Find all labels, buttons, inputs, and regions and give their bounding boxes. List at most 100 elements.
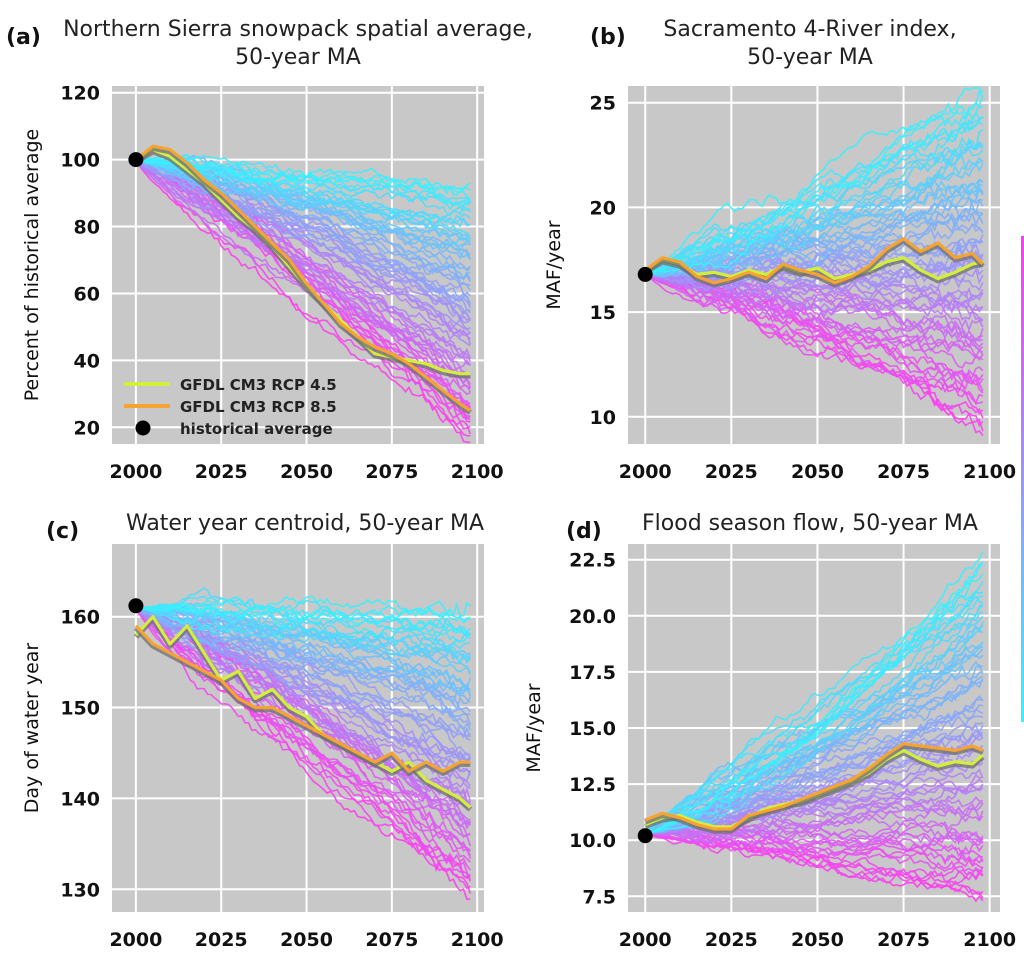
ensemble-line bbox=[645, 129, 984, 276]
x-tick-label: 2050 bbox=[280, 929, 333, 951]
rcp85-line bbox=[134, 144, 472, 412]
historical-point bbox=[637, 266, 653, 282]
ensemble-line bbox=[135, 159, 471, 287]
y-tick-label: 60 bbox=[74, 283, 100, 305]
ensemble-line bbox=[135, 595, 471, 639]
panel-letter: (d) bbox=[566, 519, 602, 544]
ensemble-line bbox=[645, 698, 983, 835]
y-tick-label: 40 bbox=[74, 350, 100, 372]
ensemble-line bbox=[645, 551, 984, 835]
ensemble-line bbox=[135, 158, 471, 193]
historical-point bbox=[637, 828, 653, 844]
legend: GFDL CM3 RCP 4.5 GFDL CM3 RCP 8.5 historic… bbox=[124, 376, 337, 438]
y-tick-label: 140 bbox=[60, 788, 100, 810]
ensemble-line bbox=[645, 86, 984, 276]
y-axis-label: Percent of historical average bbox=[21, 129, 43, 401]
x-tick-label: 2100 bbox=[963, 929, 1016, 951]
ensemble-line bbox=[135, 158, 471, 230]
ensemble-line bbox=[644, 115, 984, 276]
y-tick-label: 20 bbox=[590, 197, 616, 219]
y-tick-label: 15.0 bbox=[569, 718, 616, 740]
x-tick-label: 2000 bbox=[109, 929, 162, 951]
ensemble-line bbox=[645, 140, 984, 276]
panel-title: Flood season flow, 50-year MA bbox=[642, 511, 978, 536]
ensemble-line bbox=[135, 607, 471, 863]
x-tick-label: 2100 bbox=[451, 929, 504, 951]
ensemble-line bbox=[644, 100, 984, 275]
ensemble-line bbox=[135, 158, 471, 331]
ensemble-line bbox=[135, 158, 471, 405]
x-tick-label: 2000 bbox=[619, 461, 672, 483]
rcp45-line bbox=[134, 615, 472, 809]
ensemble-line bbox=[135, 606, 471, 643]
ensemble-line bbox=[644, 590, 984, 835]
ensemble-line bbox=[645, 273, 984, 343]
ensemble-line bbox=[645, 605, 984, 835]
ensemble-line bbox=[644, 595, 984, 834]
ensemble-line bbox=[135, 159, 471, 430]
ensemble-line bbox=[645, 829, 983, 844]
ensemble-line bbox=[645, 561, 984, 835]
x-tick-label: 2050 bbox=[280, 461, 333, 483]
x-tick-label: 2100 bbox=[451, 461, 504, 483]
y-tick-label: 150 bbox=[60, 698, 100, 720]
ensemble-group bbox=[644, 551, 985, 903]
ensemble-line bbox=[135, 607, 471, 851]
series-shadow bbox=[133, 625, 471, 776]
panel-title: 50-year MA bbox=[235, 45, 361, 70]
y-tick-label: 20.0 bbox=[569, 606, 616, 628]
y-tick-label: 15 bbox=[590, 302, 616, 324]
ensemble-line bbox=[644, 89, 984, 276]
x-tick-label: 2025 bbox=[195, 461, 248, 483]
legend-historical-marker bbox=[135, 420, 151, 436]
y-tick-label: 7.5 bbox=[582, 886, 616, 908]
chart-panel-c: 2000 2025 2050 2075 2100 130 140 150 160 Water ye… bbox=[21, 511, 504, 951]
historical-point bbox=[128, 152, 144, 168]
panel-letter: (a) bbox=[6, 25, 41, 50]
historical-point bbox=[128, 598, 144, 614]
x-tick-label: 2075 bbox=[365, 929, 418, 951]
y-axis-label: Day of water year bbox=[21, 643, 43, 814]
ensemble-line bbox=[645, 823, 984, 852]
ensemble-line bbox=[645, 153, 984, 276]
legend-rcp85-label: GFDL CM3 RCP 8.5 bbox=[180, 398, 337, 416]
ensemble-line bbox=[645, 802, 983, 840]
panel-title: 50-year MA bbox=[747, 45, 873, 70]
x-tick-label: 2025 bbox=[705, 929, 758, 951]
legend-rcp45-label: GFDL CM3 RCP 4.5 bbox=[180, 376, 337, 394]
y-tick-label: 160 bbox=[60, 607, 100, 629]
ensemble-group bbox=[643, 86, 985, 436]
x-tick-label: 2050 bbox=[791, 461, 844, 483]
ensemble-line bbox=[135, 606, 471, 719]
x-tick-label: 2075 bbox=[877, 461, 930, 483]
x-tick-label: 2050 bbox=[791, 929, 844, 951]
series-shadow bbox=[644, 742, 984, 834]
ensemble-line bbox=[644, 121, 984, 276]
y-tick-label: 22.5 bbox=[569, 550, 616, 572]
ensemble-line bbox=[135, 604, 471, 660]
y-tick-label: 10 bbox=[590, 407, 616, 429]
rcp85-line bbox=[644, 237, 984, 285]
ensemble-line bbox=[644, 715, 983, 835]
y-tick-label: 25 bbox=[590, 93, 616, 115]
ensemble-group bbox=[134, 144, 472, 444]
rcp45-line bbox=[644, 256, 984, 281]
ensemble-line bbox=[135, 606, 471, 648]
series-shadow bbox=[643, 238, 985, 288]
ensemble-line bbox=[644, 183, 984, 276]
ensemble-line bbox=[644, 273, 983, 405]
y-axis-label: MAF/year bbox=[543, 220, 565, 309]
y-tick-label: 10.0 bbox=[569, 830, 616, 852]
y-tick-label: 20 bbox=[74, 417, 100, 439]
colorbar-strip bbox=[1021, 236, 1024, 722]
x-tick-label: 2075 bbox=[365, 461, 418, 483]
ensemble-line bbox=[135, 601, 471, 626]
x-tick-label: 2075 bbox=[877, 929, 930, 951]
x-tick-label: 2025 bbox=[195, 929, 248, 951]
legend-historical-label: historical average bbox=[180, 420, 333, 438]
ensemble-line bbox=[135, 607, 471, 878]
x-tick-label: 2000 bbox=[109, 461, 162, 483]
ensemble-line bbox=[644, 768, 984, 835]
rcp85-line bbox=[644, 742, 984, 831]
